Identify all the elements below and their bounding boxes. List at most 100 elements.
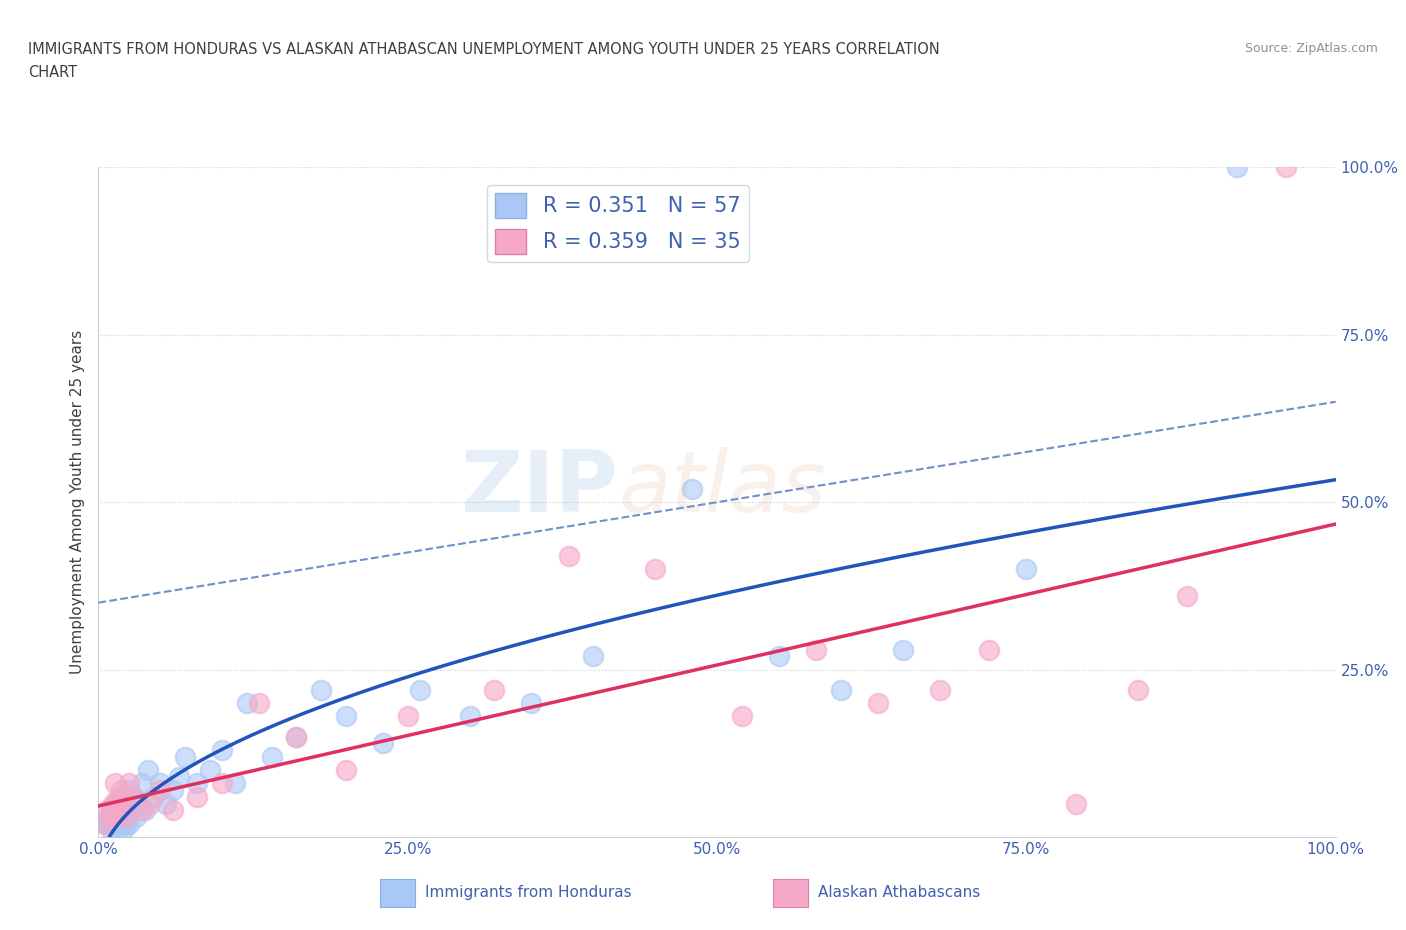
Point — [335, 709, 357, 724]
Point — [108, 796, 131, 811]
Point — [198, 763, 221, 777]
Point — [167, 769, 190, 784]
Text: CHART: CHART — [28, 65, 77, 80]
Point — [928, 683, 950, 698]
Text: Alaskan Athabascans: Alaskan Athabascans — [818, 885, 980, 900]
Point — [162, 803, 184, 817]
Point — [979, 642, 1001, 657]
Point — [103, 796, 125, 811]
Point — [285, 729, 308, 744]
Point — [112, 809, 135, 824]
Point — [644, 562, 666, 577]
Point — [112, 803, 135, 817]
Point — [111, 790, 134, 804]
Point — [131, 803, 153, 817]
Point — [162, 783, 184, 798]
Text: atlas: atlas — [619, 447, 827, 530]
Point — [131, 776, 153, 790]
Y-axis label: Unemployment Among Youth under 25 years: Unemployment Among Youth under 25 years — [69, 330, 84, 674]
Text: Immigrants from Honduras: Immigrants from Honduras — [425, 885, 631, 900]
Point — [134, 803, 156, 817]
Point — [731, 709, 754, 724]
Point — [186, 776, 208, 790]
Point — [112, 796, 135, 811]
Point — [458, 709, 481, 724]
Point — [96, 803, 118, 817]
Point — [247, 696, 270, 711]
Point — [93, 817, 115, 831]
Point — [107, 790, 129, 804]
Point — [122, 790, 145, 804]
Point — [186, 790, 208, 804]
Point — [681, 482, 703, 497]
Point — [105, 803, 128, 817]
Point — [143, 790, 166, 804]
Point — [260, 750, 283, 764]
Point — [118, 783, 141, 798]
Point — [236, 696, 259, 711]
Point — [891, 642, 914, 657]
Point — [1126, 683, 1149, 698]
Point — [103, 809, 125, 824]
Point — [149, 783, 172, 798]
Text: ZIP: ZIP — [460, 447, 619, 530]
Point — [96, 809, 118, 824]
Point — [396, 709, 419, 724]
Point — [103, 817, 125, 831]
Text: Source: ZipAtlas.com: Source: ZipAtlas.com — [1244, 42, 1378, 55]
Point — [520, 696, 543, 711]
Point — [804, 642, 827, 657]
Point — [93, 817, 115, 831]
Text: IMMIGRANTS FROM HONDURAS VS ALASKAN ATHABASCAN UNEMPLOYMENT AMONG YOUTH UNDER 25: IMMIGRANTS FROM HONDURAS VS ALASKAN ATHA… — [28, 42, 939, 57]
Point — [103, 776, 125, 790]
Point — [1175, 589, 1198, 604]
Point — [103, 796, 125, 811]
Point — [112, 823, 135, 838]
Point — [224, 776, 246, 790]
Point — [484, 683, 506, 698]
Point — [136, 763, 159, 777]
Legend: R = 0.351   N = 57, R = 0.359   N = 35: R = 0.351 N = 57, R = 0.359 N = 35 — [486, 184, 749, 262]
Point — [174, 750, 197, 764]
Point — [100, 803, 122, 817]
Point — [114, 796, 136, 811]
Point — [557, 549, 579, 564]
Point — [97, 817, 120, 831]
Point — [866, 696, 889, 711]
Point — [105, 817, 128, 831]
Point — [121, 803, 143, 817]
Point — [100, 809, 122, 824]
Point — [211, 742, 233, 757]
Point — [110, 817, 132, 831]
Point — [114, 809, 136, 824]
Point — [409, 683, 432, 698]
Point — [107, 823, 129, 838]
Point — [211, 776, 233, 790]
Point — [110, 783, 132, 798]
Point — [149, 776, 172, 790]
Point — [139, 796, 162, 811]
Point — [108, 803, 131, 817]
Point — [124, 809, 146, 824]
Point — [309, 683, 332, 698]
Point — [110, 803, 132, 817]
Point — [115, 809, 138, 824]
Point — [100, 823, 122, 838]
Point — [371, 736, 394, 751]
Point — [1015, 562, 1038, 577]
Point — [127, 796, 149, 811]
Point — [107, 809, 129, 824]
Point — [105, 809, 128, 824]
Point — [582, 649, 605, 664]
Point — [114, 817, 136, 831]
Point — [830, 683, 852, 698]
Point — [122, 790, 145, 804]
Point — [335, 763, 357, 777]
Point — [118, 776, 141, 790]
Point — [155, 796, 177, 811]
Point — [768, 649, 790, 664]
Point — [118, 817, 141, 831]
Point — [1275, 160, 1298, 175]
Point — [285, 729, 308, 744]
Point — [1226, 160, 1249, 175]
